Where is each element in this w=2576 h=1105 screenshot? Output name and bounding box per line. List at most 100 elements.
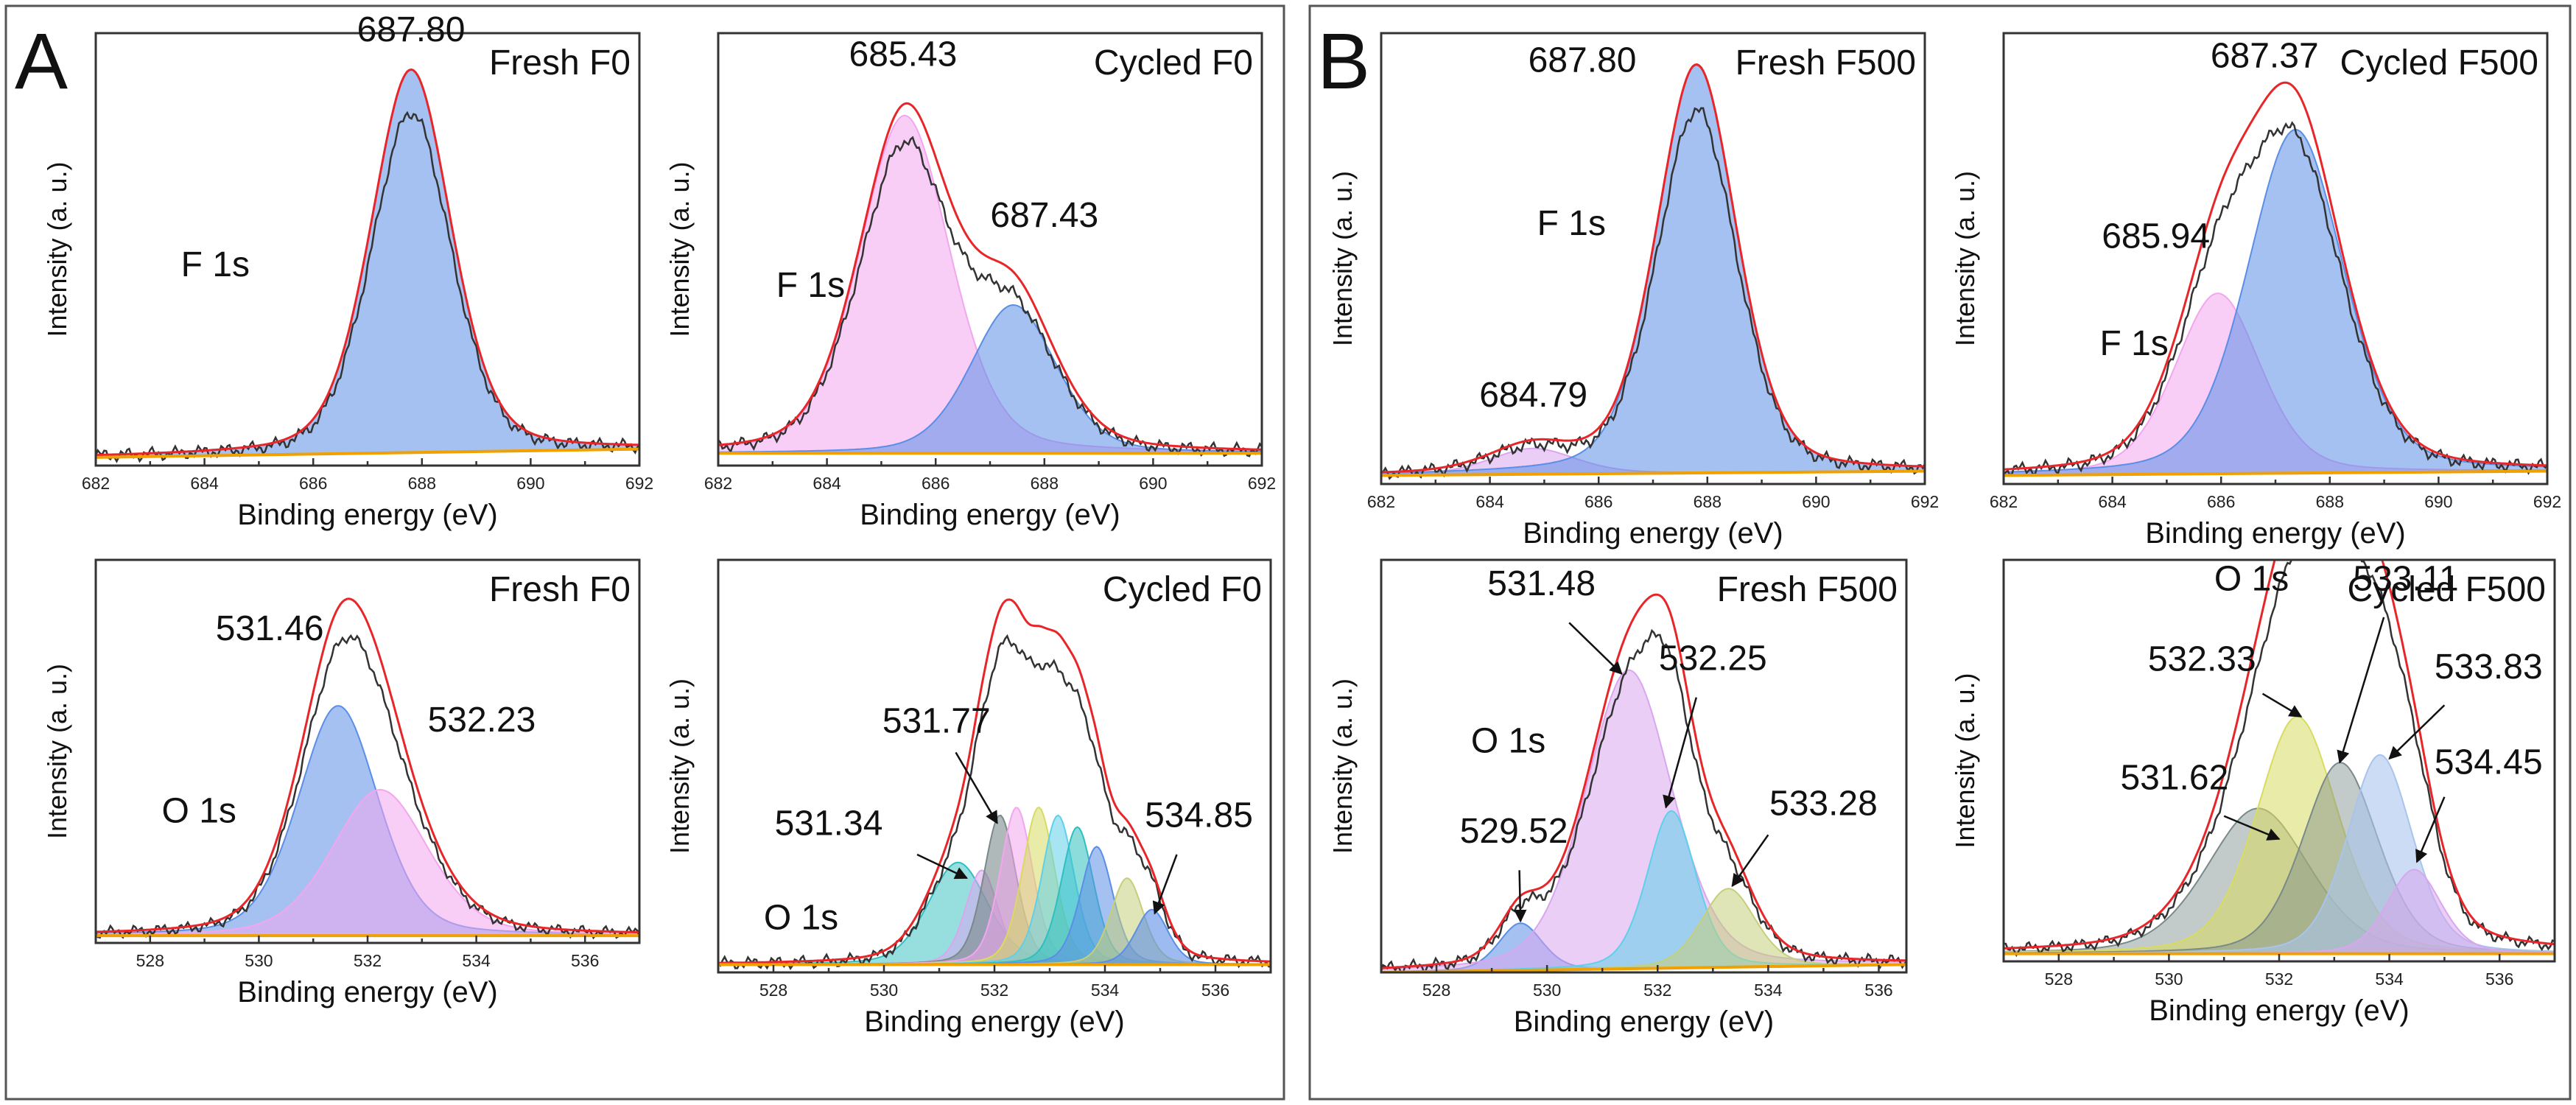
- plot-area: [2004, 81, 2547, 477]
- x-tick-label: 534: [462, 951, 491, 970]
- group-box-b: [1308, 4, 2572, 1101]
- peak-energy-label: 533.28: [1769, 785, 1878, 824]
- x-tick-label: 692: [625, 474, 653, 493]
- peak-energy-label: 685.43: [849, 35, 958, 74]
- y-axis-label: Intensity (a. u.): [42, 664, 72, 839]
- x-axis-label: Binding energy (eV): [2145, 517, 2406, 550]
- x-tick-label: 530: [1533, 981, 1561, 1000]
- raw-spectrum-line: [96, 634, 639, 940]
- peak-energy-label: 687.37: [2211, 37, 2319, 76]
- y-axis-label: Intensity (a. u.): [664, 161, 695, 337]
- x-tick-label: 682: [82, 474, 110, 493]
- species-label: O 1s: [162, 792, 236, 831]
- annotation-arrow: [2388, 704, 2446, 760]
- panel-3: 528 530 532 534 536 Binding energy (eV) Intens…: [42, 558, 641, 1008]
- x-tick-label: 532: [2265, 969, 2293, 989]
- fit-envelope-line: [1381, 63, 1925, 474]
- x-tick-label: 536: [2485, 969, 2513, 989]
- x-tick-label: 690: [2424, 492, 2452, 511]
- panel-title: Fresh F0: [489, 43, 631, 83]
- peak-component-2: [96, 788, 639, 937]
- fit-envelope-line: [2004, 81, 2547, 471]
- panel-title: Fresh F500: [1717, 570, 1898, 609]
- peak-energy-label: 534.45: [2435, 743, 2543, 782]
- plot-area: [1381, 593, 1906, 972]
- x-tick-label: 682: [1990, 492, 2018, 511]
- species-label: F 1s: [2099, 324, 2168, 363]
- peak-energy-label: 687.80: [357, 10, 466, 49]
- plot-area: [718, 598, 1271, 971]
- fit-envelope-line: [96, 68, 639, 457]
- x-tick-label: 686: [922, 474, 950, 493]
- peak-energy-label: 531.46: [216, 609, 324, 648]
- x-tick-label: 692: [1248, 474, 1276, 493]
- y-axis-label: Intensity (a. u.): [1327, 678, 1358, 854]
- species-label: F 1s: [776, 266, 845, 305]
- background-line: [1381, 963, 1906, 972]
- x-tick-label: 528: [2045, 969, 2073, 989]
- x-tick-label: 684: [190, 474, 219, 493]
- y-axis-label: Intensity (a. u.): [1950, 171, 1980, 346]
- x-tick-label: 534: [2375, 969, 2404, 989]
- annotation-arrow: [1514, 870, 1527, 923]
- x-tick-label: 682: [1367, 492, 1395, 511]
- fit-envelope-line: [1381, 593, 1906, 969]
- x-tick-label: 528: [136, 951, 164, 970]
- x-axis-label: Binding energy (eV): [237, 976, 498, 1008]
- peak-component-2: [1381, 669, 1906, 972]
- species-label: F 1s: [181, 245, 250, 284]
- species-label: O 1s: [2214, 560, 2289, 599]
- group-letter-b: B: [1317, 16, 1370, 105]
- raw-spectrum-line: [718, 136, 1262, 457]
- x-tick-label: 536: [1201, 981, 1229, 1000]
- x-tick-label: 530: [2155, 969, 2183, 989]
- x-tick-label: 692: [1911, 492, 1939, 511]
- y-axis-label: Intensity (a. u.): [1950, 673, 1980, 848]
- fit-envelope-line: [2004, 560, 2555, 950]
- fit-envelope-line: [718, 102, 1262, 451]
- y-axis-label: Intensity (a. u.): [664, 678, 695, 854]
- plot-area: [96, 68, 639, 463]
- panel-4: 528 530 532 534 536 Binding energy (eV) Intens…: [664, 558, 1272, 1038]
- y-axis-label: Intensity (a. u.): [42, 161, 72, 337]
- x-tick-label: 690: [1802, 492, 1830, 511]
- annotation-arrow: [1663, 697, 1698, 809]
- peak-energy-label: 687.80: [1529, 41, 1637, 80]
- x-tick-label: 688: [408, 474, 436, 493]
- peak-energy-label: 687.43: [990, 196, 1098, 235]
- species-label: O 1s: [764, 898, 838, 937]
- annotation-arrow: [1152, 854, 1178, 915]
- x-tick-label: 682: [704, 474, 732, 493]
- peak-energy-label: 534.85: [1145, 796, 1253, 835]
- peak-energy-label: 531.48: [1487, 564, 1596, 603]
- background-line: [96, 447, 639, 459]
- group-box-a: [4, 4, 1285, 1101]
- x-tick-label: 684: [2098, 492, 2127, 511]
- x-tick-label: 532: [354, 951, 382, 970]
- x-axis-label: Binding energy (eV): [1514, 1006, 1775, 1038]
- panel-title: Cycled F500: [2340, 43, 2538, 83]
- x-tick-label: 532: [1643, 981, 1671, 1000]
- annotation-arrow: [2261, 692, 2303, 718]
- panel-8: 528 530 532 534 536 Binding energy (eV) Intens…: [1950, 558, 2556, 1027]
- x-tick-label: 684: [1475, 492, 1504, 511]
- x-tick-label: 530: [245, 951, 273, 970]
- fit-envelope-line: [718, 598, 1271, 964]
- x-tick-label: 686: [1584, 492, 1612, 511]
- x-tick-label: 684: [813, 474, 841, 493]
- annotation-arrow: [1568, 622, 1623, 675]
- peak-energy-label: 684.79: [1479, 376, 1587, 415]
- x-axis-label: Binding energy (eV): [237, 499, 498, 531]
- raw-spectrum-line: [2004, 560, 2555, 958]
- x-tick-label: 686: [2207, 492, 2235, 511]
- annotation-arrow: [916, 853, 969, 880]
- annotation-arrow: [2223, 815, 2281, 841]
- x-tick-label: 536: [571, 951, 599, 970]
- peak-energy-label: 532.25: [1659, 639, 1767, 678]
- x-tick-label: 690: [1139, 474, 1167, 493]
- peak-energy-label: 685.94: [2102, 217, 2210, 256]
- panel-title: Cycled F500: [2348, 570, 2546, 609]
- peak-energy-label: 533.11: [2353, 560, 2458, 599]
- annotation-arrow: [2337, 617, 2385, 764]
- panel-title: Cycled F0: [1094, 43, 1253, 83]
